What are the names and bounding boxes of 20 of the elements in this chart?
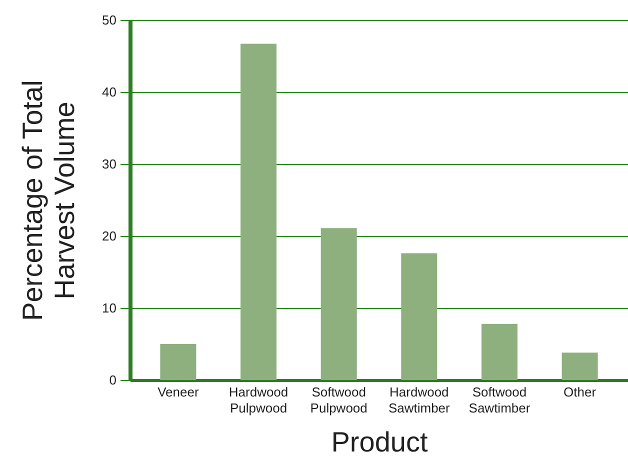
x-tick-label: Softwood Sawtimber (468, 384, 531, 416)
x-tick-label: Hardwood Sawtimber (388, 384, 451, 416)
bar (240, 44, 277, 380)
x-tick-label: Other (564, 384, 597, 400)
y-axis-title: Percentage of Total Harvest Volume (17, 80, 80, 321)
y-tick-label: 30 (102, 156, 116, 172)
x-tick-label: Hardwood Pulpwood (228, 384, 288, 416)
y-tick-label: 0 (109, 372, 116, 388)
y-tick-label: 20 (102, 228, 116, 244)
x-tick-label: Softwood Pulpwood (310, 384, 368, 416)
x-axis-title: Product (331, 426, 428, 457)
bar (160, 344, 196, 380)
x-tick-label: Veneer (158, 384, 200, 400)
bar (320, 228, 357, 380)
y-tick-label: 50 (102, 12, 116, 28)
y-tick-label: 40 (102, 84, 116, 100)
bar (562, 352, 598, 380)
bar (401, 253, 438, 380)
y-tick-label: 10 (102, 300, 116, 316)
bar (481, 324, 518, 380)
